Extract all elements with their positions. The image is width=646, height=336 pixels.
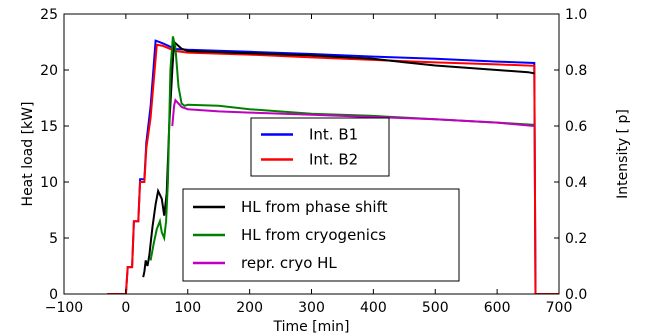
series-line-int-b2 — [107, 43, 559, 294]
y-axis-label-right: Intensity [ p] — [615, 109, 631, 199]
legend-label: HL from phase shift — [241, 198, 388, 216]
y-tick-label-left: 25 — [40, 7, 58, 23]
series-line-hl-from-phase-shift — [142, 39, 535, 278]
y-axis-label-left: Heat load [kW] — [20, 102, 36, 207]
x-tick-label: 500 — [422, 300, 449, 316]
legend-label: Int. B2 — [309, 151, 358, 169]
series-line-hl-from-cryogenics — [149, 36, 535, 261]
y-tick-label-left: 5 — [49, 231, 58, 247]
legend-intensity — [250, 117, 390, 177]
y-tick-label-right: 0.4 — [565, 175, 587, 191]
y-tick-label-right: 0.6 — [565, 119, 587, 135]
y-tick-label-right: 0.8 — [565, 63, 587, 79]
x-tick-label: 700 — [546, 300, 573, 316]
y-tick-label-left: 10 — [40, 175, 58, 191]
y-tick-label-right: 0.2 — [565, 231, 587, 247]
x-tick-label: 100 — [174, 300, 201, 316]
y-tick-label-left: 20 — [40, 63, 58, 79]
legend-heatload — [182, 188, 460, 282]
series-line-repr-cryo-hl — [171, 98, 535, 127]
x-tick-label: 0 — [121, 300, 130, 316]
legend-label: HL from cryogenics — [241, 226, 386, 244]
legend-label: Int. B1 — [309, 126, 358, 144]
x-tick-label: −100 — [45, 300, 83, 316]
x-axis-label: Time [min] — [272, 319, 349, 335]
legend-label: repr. cryo HL — [241, 254, 337, 272]
y-tick-label-right: 0.0 — [565, 287, 587, 303]
x-tick-label: 600 — [484, 300, 511, 316]
y-tick-label-left: 0 — [49, 287, 58, 303]
x-tick-label: 200 — [236, 300, 263, 316]
y-tick-label-left: 15 — [40, 119, 58, 135]
y-tick-label-right: 1.0 — [565, 7, 587, 23]
x-tick-label: 400 — [360, 300, 387, 316]
x-tick-label: 300 — [298, 300, 325, 316]
